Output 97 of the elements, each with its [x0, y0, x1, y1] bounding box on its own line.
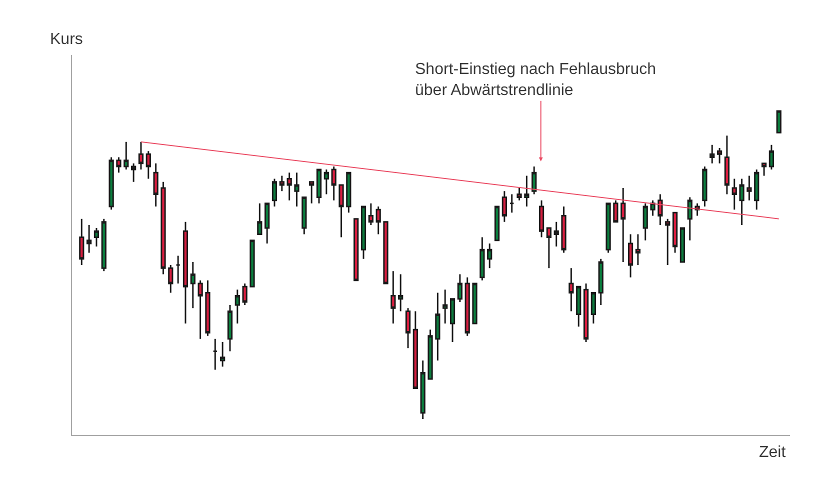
candlestick	[220, 341, 226, 368]
candlestick	[279, 174, 284, 192]
candlestick	[576, 286, 582, 328]
candlestick	[124, 141, 129, 170]
candlestick	[546, 227, 552, 269]
candlestick	[428, 328, 433, 380]
candlestick	[613, 200, 618, 223]
candlestick	[390, 270, 396, 324]
candlestick	[153, 162, 158, 208]
candlestick	[754, 168, 760, 210]
candlestick	[464, 276, 470, 337]
candlestick	[672, 212, 678, 254]
candlestick	[583, 282, 589, 343]
candlestick	[316, 168, 322, 204]
candlestick	[516, 187, 522, 202]
candlestick	[768, 144, 774, 170]
candlestick	[761, 162, 767, 176]
candlestick	[212, 338, 218, 370]
candlestick	[628, 233, 634, 278]
candlestick	[716, 147, 722, 164]
candlestick	[176, 255, 181, 284]
candlestick	[561, 206, 566, 254]
candlestick	[234, 288, 240, 324]
candlestick	[272, 178, 278, 208]
text: Short-Einstieg nach Fehlausbruch über Abwärtstrendlinie	[415, 61, 656, 99]
candlestick	[620, 187, 626, 263]
candlestick	[412, 310, 418, 389]
candlestick	[702, 166, 708, 208]
candlestick	[398, 274, 404, 312]
candlestick	[502, 190, 507, 223]
candlestick	[264, 202, 270, 244]
candlestick	[472, 282, 478, 324]
candlestick	[724, 134, 730, 195]
candlestick	[509, 193, 514, 214]
candlestick	[376, 206, 381, 235]
candlestick	[538, 200, 544, 238]
candlestick	[190, 261, 196, 309]
candlestick	[687, 196, 692, 242]
candlestick	[116, 156, 122, 174]
candlestick	[606, 202, 611, 254]
candlestick	[368, 202, 374, 226]
candlestick	[405, 307, 411, 349]
candlestick	[776, 110, 782, 134]
candlestick	[198, 280, 203, 340]
candlestick	[650, 200, 656, 216]
candlestick	[286, 172, 292, 202]
candlestick	[480, 236, 485, 282]
candlestick	[309, 181, 314, 204]
candlestick	[658, 193, 663, 226]
candlestick	[635, 233, 641, 266]
candlestick	[331, 166, 336, 202]
candlestick	[338, 184, 344, 238]
candlestick	[346, 172, 352, 214]
candlestick	[732, 178, 737, 210]
candlestick	[108, 156, 114, 210]
candlestick	[250, 240, 255, 288]
candlestick	[487, 242, 492, 269]
candlestick	[146, 150, 151, 180]
candlestick	[242, 282, 248, 306]
candlestick	[746, 174, 752, 202]
candlestick	[138, 141, 144, 170]
candlestick	[354, 218, 359, 282]
candlestick	[642, 202, 648, 242]
candlestick	[227, 304, 233, 352]
candlestick	[294, 172, 300, 208]
candlestick	[710, 144, 715, 164]
candlestick	[532, 166, 537, 195]
candlestick	[383, 221, 388, 284]
candlestick	[182, 221, 188, 324]
candlestick	[524, 174, 530, 208]
candlestick	[79, 218, 84, 266]
candlestick	[739, 178, 744, 226]
candlestick	[324, 168, 329, 195]
candlestick	[168, 264, 174, 294]
y-axis-title: Kurs	[50, 31, 83, 48]
candlestick	[450, 298, 456, 343]
candlestick	[680, 227, 686, 263]
candlestick	[457, 274, 462, 303]
candlestick	[494, 206, 500, 242]
candlestick	[665, 218, 670, 266]
x-axis-title: Zeit	[759, 444, 786, 461]
candlestick	[160, 181, 166, 275]
candlestick	[302, 196, 307, 235]
candlestick	[420, 360, 426, 420]
candlestick	[86, 224, 92, 254]
candlestick	[442, 288, 448, 324]
candlestick	[598, 258, 604, 306]
candlestick	[131, 162, 136, 183]
candlestick	[568, 267, 574, 312]
candlestick	[101, 218, 106, 272]
candlestick	[435, 292, 440, 362]
candlestick	[360, 206, 366, 260]
candlestick	[205, 280, 210, 337]
candlestick	[554, 221, 559, 248]
candlestick	[590, 292, 596, 324]
candlestick	[257, 202, 262, 235]
candlestick	[94, 227, 100, 248]
